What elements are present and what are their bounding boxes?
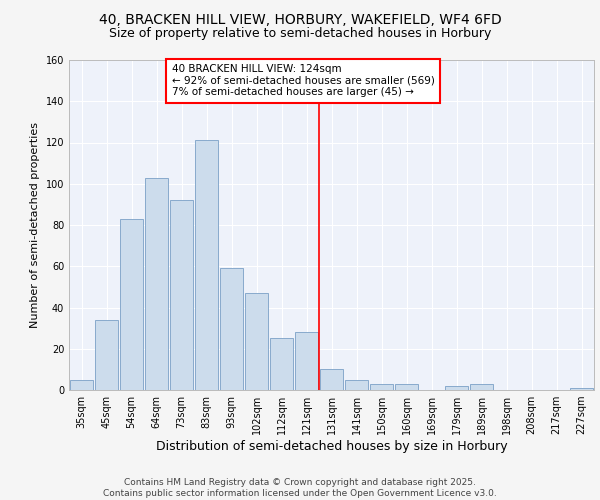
Bar [220,268,243,390]
Text: 40, BRACKEN HILL VIEW, HORBURY, WAKEFIELD, WF4 6FD: 40, BRACKEN HILL VIEW, HORBURY, WAKEFIEL… [98,12,502,26]
Bar [120,219,143,390]
Bar [570,388,593,390]
Text: Contains HM Land Registry data © Crown copyright and database right 2025.
Contai: Contains HM Land Registry data © Crown c… [103,478,497,498]
Bar [395,384,418,390]
Bar [145,178,168,390]
Y-axis label: Number of semi-detached properties: Number of semi-detached properties [30,122,40,328]
Bar [445,386,468,390]
Bar [345,380,368,390]
Bar [270,338,293,390]
Bar [320,370,343,390]
Bar [470,384,493,390]
Bar [295,332,318,390]
Bar [245,293,268,390]
X-axis label: Distribution of semi-detached houses by size in Horbury: Distribution of semi-detached houses by … [155,440,508,453]
Bar [370,384,393,390]
Bar [70,380,93,390]
Text: 40 BRACKEN HILL VIEW: 124sqm
← 92% of semi-detached houses are smaller (569)
7% : 40 BRACKEN HILL VIEW: 124sqm ← 92% of se… [172,64,434,98]
Bar [195,140,218,390]
Bar [95,320,118,390]
Text: Size of property relative to semi-detached houses in Horbury: Size of property relative to semi-detach… [109,28,491,40]
Bar [170,200,193,390]
